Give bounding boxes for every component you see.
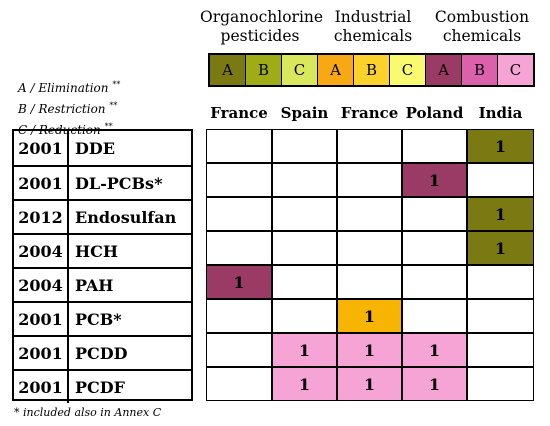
annex-b-key: B / Restriction ** (18, 97, 120, 118)
matrix-cell (206, 333, 272, 367)
column-header: India (478, 104, 523, 122)
matrix-cell (402, 197, 467, 231)
column-header: Spain (280, 104, 329, 122)
row-compound-name: PCDF (75, 377, 125, 397)
compound-table: 2001 DDE 2001 DL-PCBs* 2012 Endosulfan 2004 HCH… (12, 129, 193, 403)
matrix-cell: 1 (467, 231, 534, 265)
row-year: 2001 (14, 167, 69, 199)
matrix-cell: 1 (337, 367, 402, 401)
matrix-cell (272, 129, 337, 163)
matrix-cell (402, 299, 467, 333)
category-industrial-chemicals: Industrial chemicals (323, 8, 423, 46)
compound-row: 2001 PCB* (14, 301, 191, 335)
row-year: 2001 (14, 131, 69, 165)
row-year: 2004 (14, 269, 69, 301)
matrix-cell (272, 299, 337, 333)
compound-row: 2012 Endosulfan (14, 199, 191, 233)
legend-swatch: B (246, 55, 282, 85)
matrix-cell (467, 163, 534, 197)
row-compound-name: DL-PCBs* (75, 173, 163, 193)
legend-swatch: C (498, 55, 533, 85)
matrix-cell (272, 265, 337, 299)
category-line1: Organochlorine (200, 8, 324, 26)
category-line2: pesticides (220, 27, 300, 45)
annex-b-marker: ** (109, 101, 118, 110)
category-line1: Combustion (434, 8, 530, 26)
annex-a-label: A / Elimination (18, 81, 109, 95)
annex-a-key: A / Elimination ** (18, 76, 120, 97)
annex-b-label: B / Restriction (18, 102, 106, 116)
row-compound-name: HCH (75, 241, 118, 261)
matrix-cell (337, 129, 402, 163)
column-header: France (340, 104, 399, 122)
matrix-cell: 1 (272, 367, 337, 401)
matrix-cell (337, 231, 402, 265)
matrix-cell: 1 (402, 367, 467, 401)
compound-row: 2001 PCDD (14, 335, 191, 369)
annex-a-marker: ** (112, 80, 121, 89)
row-year: 2012 (14, 201, 69, 233)
row-compound-name: PAH (75, 275, 114, 295)
matrix-cell (337, 197, 402, 231)
compound-row: 2001 PCDF (14, 369, 191, 403)
column-header: Poland (405, 104, 464, 122)
matrix-cell: 1 (402, 163, 467, 197)
matrix-cell (337, 265, 402, 299)
category-line2: chemicals (442, 27, 522, 45)
row-compound-name: PCB* (75, 309, 122, 329)
row-compound-name: DDE (75, 138, 115, 158)
matrix-cell (467, 367, 534, 401)
matrix-cell (467, 265, 534, 299)
matrix-cell (206, 299, 272, 333)
category-organochlorine-pesticides: Organochlorine pesticides (200, 8, 324, 46)
matrix-cell: 1 (337, 333, 402, 367)
matrix-cell (272, 197, 337, 231)
compound-row: 2001 DL-PCBs* (14, 165, 191, 199)
legend-swatch: C (390, 55, 426, 85)
matrix-cell (402, 129, 467, 163)
matrix-cell (206, 197, 272, 231)
legend-swatch: A (318, 55, 354, 85)
row-year: 2001 (14, 337, 69, 369)
matrix-cell: 1 (402, 333, 467, 367)
compound-row: 2004 PAH (14, 267, 191, 301)
matrix-cell (467, 333, 534, 367)
matrix-cell: 1 (467, 197, 534, 231)
row-year: 2001 (14, 371, 69, 403)
legend-swatch: B (354, 55, 390, 85)
legend-swatch: C (282, 55, 318, 85)
row-compound-name: PCDD (75, 343, 128, 363)
row-year: 2004 (14, 235, 69, 267)
annex-c-marker: ** (104, 122, 113, 131)
row-year: 2001 (14, 303, 69, 335)
category-line2: chemicals (333, 27, 413, 45)
matrix-cell (206, 163, 272, 197)
legend-swatch: A (210, 55, 246, 85)
matrix-cell: 1 (206, 265, 272, 299)
column-header: France (210, 104, 268, 122)
compound-row: 2004 HCH (14, 233, 191, 267)
matrix-cell (402, 265, 467, 299)
legend-swatch: B (462, 55, 498, 85)
footnote: * included also in Annex C (14, 406, 162, 419)
matrix-cell (402, 231, 467, 265)
matrix-cell: 1 (272, 333, 337, 367)
row-compound-name: Endosulfan (75, 207, 177, 227)
legend-swatch: A (426, 55, 462, 85)
category-line1: Industrial (334, 8, 412, 26)
matrix-cell (206, 367, 272, 401)
matrix-cell (206, 129, 272, 163)
category-combustion-chemicals: Combustion chemicals (427, 8, 537, 46)
compound-row: 2001 DDE (14, 131, 191, 165)
matrix-cell: 1 (337, 299, 402, 333)
matrix-cell (272, 231, 337, 265)
matrix-cell (467, 299, 534, 333)
matrix-cell (337, 163, 402, 197)
matrix-cell: 1 (467, 129, 534, 163)
matrix-cell (206, 231, 272, 265)
matrix-cell (272, 163, 337, 197)
